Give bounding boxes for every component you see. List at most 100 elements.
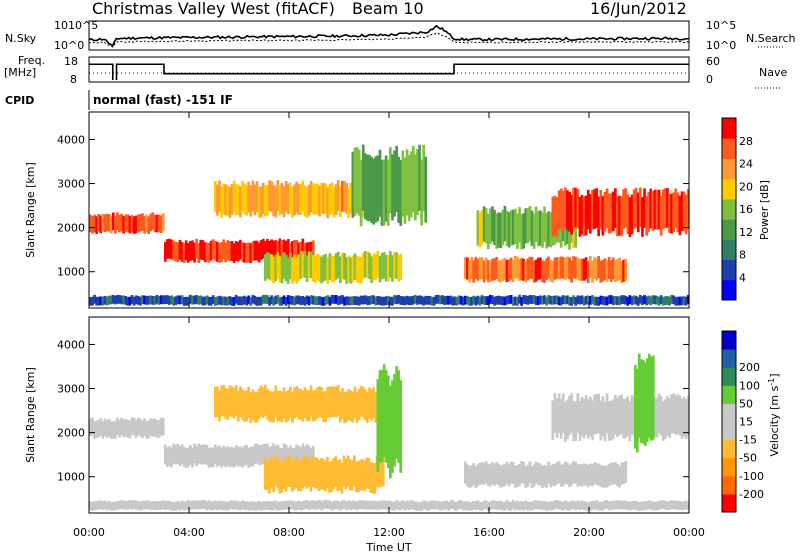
data-cell — [486, 296, 490, 305]
data-cell — [501, 501, 505, 511]
data-cell — [328, 253, 332, 280]
data-cell — [247, 386, 250, 418]
data-cell — [216, 501, 219, 511]
data-cell — [480, 462, 484, 485]
data-cell — [293, 387, 296, 419]
colorbar-tick-label: -200 — [739, 488, 764, 501]
data-cell — [455, 296, 459, 306]
data-cell — [547, 461, 550, 484]
data-cell — [686, 295, 690, 304]
data-cell — [357, 149, 361, 216]
data-cell — [261, 238, 265, 259]
data-cell — [330, 501, 334, 511]
data-cell — [386, 159, 390, 226]
data-cell — [591, 500, 594, 510]
data-cell — [193, 500, 196, 510]
data-cell — [657, 501, 661, 510]
data-cell — [595, 188, 598, 228]
data-cell — [274, 295, 278, 305]
data-cell — [645, 296, 648, 306]
data-cell — [230, 297, 234, 306]
data-cell — [143, 295, 146, 305]
data-cell — [276, 502, 280, 511]
data-cell — [351, 391, 355, 423]
data-cell — [289, 445, 292, 466]
data-cell — [484, 296, 488, 305]
data-cell — [353, 253, 357, 280]
data-cell — [648, 353, 651, 438]
data-cell — [346, 455, 350, 487]
data-cell — [401, 296, 405, 305]
data-cell — [120, 500, 123, 510]
data-cell — [349, 296, 353, 306]
data-cell — [220, 447, 223, 468]
colorbar-tick-label: -100 — [739, 470, 764, 483]
data-cell — [93, 501, 96, 510]
data-cell — [116, 212, 119, 230]
data-cell — [309, 500, 313, 510]
data-cell — [522, 258, 525, 281]
data-cell — [372, 158, 375, 225]
data-cell — [230, 386, 234, 418]
colorbar-tick-label: 15 — [739, 416, 753, 429]
data-cell — [666, 501, 669, 511]
data-cell — [128, 215, 132, 234]
data-cell — [443, 296, 446, 305]
data-cell — [551, 501, 555, 511]
data-cell — [545, 258, 548, 281]
data-cell — [630, 500, 634, 510]
colorbar-tick-label: 8 — [739, 249, 746, 262]
data-cell — [311, 456, 315, 487]
data-cell — [453, 501, 457, 511]
data-cell — [593, 501, 596, 510]
data-cell — [368, 155, 371, 222]
data-cell — [245, 184, 248, 216]
data-cell — [620, 295, 623, 305]
data-cell — [451, 500, 455, 509]
data-cell — [205, 501, 209, 511]
data-cell — [555, 462, 559, 485]
data-cell — [484, 208, 488, 244]
data-cell — [586, 501, 590, 511]
data-cell — [351, 255, 355, 283]
velocity-colorbar-label-main: Velocity [m s — [768, 385, 781, 456]
data-cell — [297, 445, 300, 466]
data-cell — [564, 295, 567, 305]
data-cell — [570, 393, 573, 433]
data-cell — [628, 197, 632, 237]
data-cell — [528, 501, 532, 511]
data-cell — [570, 194, 573, 235]
data-cell — [609, 501, 613, 510]
data-cell — [340, 462, 344, 494]
data-cell — [399, 296, 403, 305]
data-cell — [680, 296, 684, 306]
data-cell — [209, 296, 213, 306]
data-cell — [151, 500, 155, 510]
data-cell — [580, 464, 584, 487]
data-cell — [114, 421, 117, 439]
data-cell — [466, 464, 469, 487]
data-cell — [126, 500, 130, 510]
freq-tick-bottom: 8 — [70, 73, 77, 86]
data-cell — [393, 295, 396, 304]
data-cell — [461, 296, 465, 306]
data-cell — [374, 296, 378, 306]
data-cell — [653, 397, 657, 438]
data-cell — [409, 296, 413, 306]
y-tick-label: 3000 — [57, 383, 85, 396]
data-cell — [99, 215, 103, 233]
data-cell — [224, 501, 228, 511]
data-cell — [520, 297, 523, 306]
data-cell — [345, 391, 348, 423]
data-cell — [611, 191, 615, 232]
data-cell — [628, 295, 632, 304]
data-cell — [322, 500, 325, 509]
data-cell — [457, 499, 461, 509]
data-cell — [572, 187, 575, 228]
data-cell — [376, 155, 380, 222]
data-cell — [364, 295, 367, 305]
data-cell — [568, 257, 571, 280]
data-cell — [561, 393, 565, 434]
colorbar-swatch — [722, 118, 736, 139]
data-cell — [270, 254, 273, 281]
